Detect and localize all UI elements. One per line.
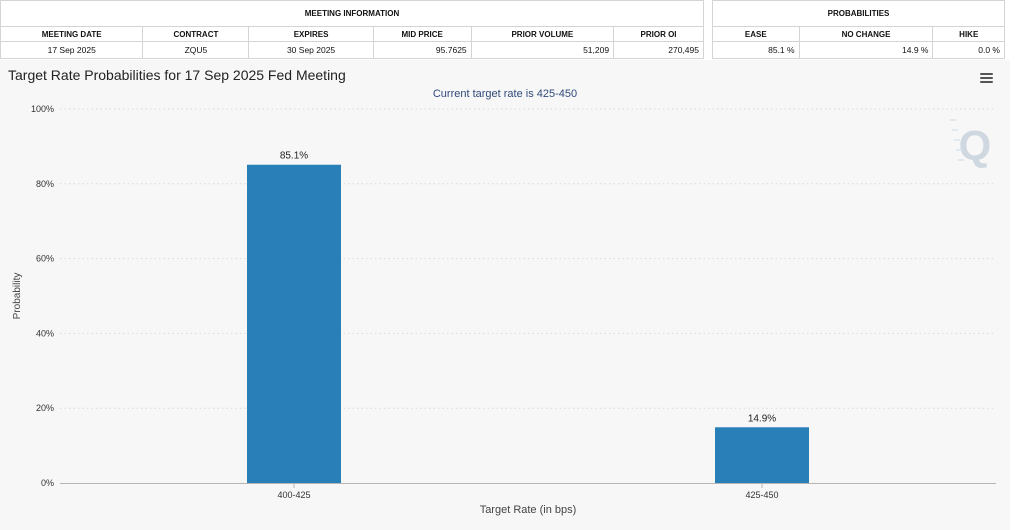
probabilities-header: PROBABILITIES: [712, 0, 1005, 27]
y-tick-label: 80%: [36, 179, 54, 189]
value-ease: 85.1 %: [712, 41, 800, 59]
header-prior-oi: PRIOR OI: [613, 26, 704, 42]
probabilities-table: PROBABILITIES EASE NO CHANGE HIKE 85.1 %…: [712, 0, 1005, 59]
meeting-information-header: MEETING INFORMATION: [0, 0, 704, 27]
bar-425-450: [715, 427, 809, 483]
y-tick-label: 40%: [36, 328, 54, 338]
value-meeting-date: 17 Sep 2025: [0, 41, 144, 59]
header-contract: CONTRACT: [142, 26, 250, 42]
data-label: 14.9%: [748, 413, 776, 424]
header-hike: HIKE: [932, 26, 1005, 42]
value-no-change: 14.9 %: [798, 41, 934, 59]
chart-subtitle: Current target rate is 425-450: [432, 88, 578, 100]
header-meeting-date: MEETING DATE: [0, 26, 144, 42]
data-label: 85.1%: [280, 151, 308, 162]
value-expires: 30 Sep 2025: [248, 41, 374, 59]
header-prior-volume: PRIOR VOLUME: [470, 26, 615, 42]
header-expires: EXPIRES: [248, 26, 374, 42]
meeting-information-table: MEETING INFORMATION MEETING DATE CONTRAC…: [0, 0, 704, 59]
y-tick-label: 20%: [36, 403, 54, 413]
y-tick-label: 100%: [31, 104, 54, 114]
header-no-change: NO CHANGE: [798, 26, 934, 42]
x-tick-label: 400-425: [277, 490, 310, 500]
y-tick-label: 0%: [41, 478, 54, 488]
value-contract: ZQU5: [142, 41, 250, 59]
chart-title: Target Rate Probabilities for 17 Sep 202…: [8, 67, 346, 83]
value-prior-volume: 51,209: [470, 41, 615, 59]
q-logo-watermark-icon: Q: [959, 122, 992, 169]
value-mid-price: 95.7625: [372, 41, 472, 59]
x-tick-label: 425-450: [745, 490, 778, 500]
header-ease: EASE: [712, 26, 800, 42]
y-axis-title: Probability: [12, 273, 23, 320]
value-hike: 0.0 %: [932, 41, 1005, 59]
header-mid-price: MID PRICE: [372, 26, 472, 42]
x-axis-title: Target Rate (in bps): [480, 504, 577, 516]
chart-container: Q 0% 20% 40% 60% 80% 100% 85.1% 400-425 14.9% 425-…: [0, 60, 1010, 530]
y-tick-label: 60%: [36, 254, 54, 264]
value-prior-oi: 270,495: [613, 41, 704, 59]
bar-chart: Q 0% 20% 40% 60% 80% 100% 85.1% 400-425 14.9% 425-…: [12, 104, 996, 516]
hamburger-menu-icon[interactable]: [980, 73, 993, 83]
bar-400-425: [247, 164, 341, 483]
